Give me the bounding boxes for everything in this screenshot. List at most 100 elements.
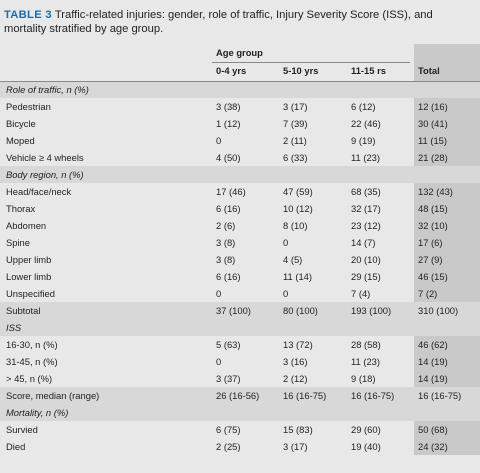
table-row: Unspecified 0 0 7 (4) 7 (2) bbox=[0, 285, 480, 302]
table-row: 31-45, n (%) 0 3 (16) 11 (23) 14 (19) bbox=[0, 353, 480, 370]
cell: 80 (100) bbox=[283, 305, 318, 316]
row-label: Spine bbox=[6, 237, 30, 248]
cell: 7 (39) bbox=[283, 118, 308, 129]
cell: 193 (100) bbox=[351, 305, 392, 316]
table-caption: TABLE 3 Traffic-related injuries: gender,… bbox=[4, 8, 474, 36]
row-label: Abdomen bbox=[6, 220, 47, 231]
row-label: Thorax bbox=[6, 203, 36, 214]
table-row: Upper limb 3 (8) 4 (5) 20 (10) 27 (9) bbox=[0, 251, 480, 268]
row-label: Died bbox=[6, 441, 26, 452]
table-title: Traffic-related injuries: gender, role o… bbox=[4, 9, 433, 35]
col-header-0-4: 0-4 yrs bbox=[216, 65, 247, 76]
col-header-5-10: 5-10 yrs bbox=[283, 65, 319, 76]
cell: 13 (72) bbox=[283, 339, 313, 350]
cell: 6 (16) bbox=[216, 271, 241, 282]
cell: 2 (25) bbox=[216, 441, 241, 452]
cell: 17 (6) bbox=[418, 237, 443, 248]
table-row: Thorax 6 (16) 10 (12) 32 (17) 48 (15) bbox=[0, 200, 480, 217]
cell: 0 bbox=[283, 288, 289, 299]
cell: 30 (41) bbox=[418, 118, 448, 129]
cell: 6 (75) bbox=[216, 424, 241, 435]
row-label: Lower limb bbox=[6, 271, 52, 282]
row-label: Subtotal bbox=[6, 305, 41, 316]
row-label: Unspecified bbox=[6, 288, 55, 299]
cell: 132 (43) bbox=[418, 186, 453, 197]
cell: 7 (4) bbox=[351, 288, 371, 299]
cell: 6 (33) bbox=[283, 152, 308, 163]
cell: 29 (15) bbox=[351, 271, 381, 282]
cell: 4 (5) bbox=[283, 254, 303, 265]
cell: 24 (32) bbox=[418, 441, 448, 452]
cell: 29 (60) bbox=[351, 424, 381, 435]
section-label: Role of traffic, n (%) bbox=[6, 84, 89, 95]
cell: 2 (12) bbox=[283, 373, 308, 384]
cell: 6 (16) bbox=[216, 203, 241, 214]
cell: 11 (14) bbox=[283, 271, 313, 282]
cell: 46 (15) bbox=[418, 271, 448, 282]
cell: 28 (58) bbox=[351, 339, 381, 350]
row-label: Survied bbox=[6, 424, 38, 435]
table-row: Subtotal 37 (100) 80 (100) 193 (100) 310 (10… bbox=[0, 302, 480, 319]
section-label: Body region, n (%) bbox=[6, 169, 84, 180]
cell: 16 (16-75) bbox=[351, 390, 395, 401]
cell: 2 (11) bbox=[283, 135, 307, 146]
row-label: 31-45, n (%) bbox=[6, 356, 58, 367]
cell: 16 (16-75) bbox=[283, 390, 327, 401]
age-group-rule bbox=[212, 62, 410, 63]
section-row: Role of traffic, n (%) bbox=[0, 81, 480, 98]
table-body: Role of traffic, n (%) Pedestrian 3 (38) 3 … bbox=[0, 81, 480, 455]
cell: 2 (6) bbox=[216, 220, 236, 231]
table-row: Died 2 (25) 3 (17) 19 (40) 24 (32) bbox=[0, 438, 480, 455]
table-row: Survied 6 (75) 15 (83) 29 (60) 50 (68) bbox=[0, 421, 480, 438]
cell: 21 (28) bbox=[418, 152, 448, 163]
cell: 22 (46) bbox=[351, 118, 381, 129]
cell: 3 (16) bbox=[283, 356, 308, 367]
cell: 0 bbox=[283, 237, 289, 248]
cell: 46 (62) bbox=[418, 339, 448, 350]
header-rule bbox=[0, 81, 480, 82]
cell: 16 (16-75) bbox=[418, 390, 462, 401]
row-label: Upper limb bbox=[6, 254, 52, 265]
cell: 27 (9) bbox=[418, 254, 443, 265]
cell: 3 (38) bbox=[216, 101, 241, 112]
row-label: Pedestrian bbox=[6, 101, 51, 112]
cell: 32 (17) bbox=[351, 203, 381, 214]
cell: 14 (19) bbox=[418, 373, 448, 384]
row-label: > 45, n (%) bbox=[6, 373, 53, 384]
cell: 19 (40) bbox=[351, 441, 381, 452]
cell: 20 (10) bbox=[351, 254, 381, 265]
table-row: Moped 0 2 (11) 9 (19) 11 (15) bbox=[0, 132, 480, 149]
cell: 9 (19) bbox=[351, 135, 376, 146]
cell: 3 (8) bbox=[216, 237, 236, 248]
cell: 15 (83) bbox=[283, 424, 313, 435]
table-row: Score, median (range) 26 (16-56) 16 (16-75… bbox=[0, 387, 480, 404]
cell: 1 (12) bbox=[216, 118, 241, 129]
cell: 14 (7) bbox=[351, 237, 376, 248]
cell: 14 (19) bbox=[418, 356, 448, 367]
cell: 68 (35) bbox=[351, 186, 381, 197]
cell: 0 bbox=[216, 135, 222, 146]
cell: 26 (16-56) bbox=[216, 390, 260, 401]
section-label: ISS bbox=[6, 322, 22, 333]
cell: 310 (100) bbox=[418, 305, 459, 316]
row-label: Score, median (range) bbox=[6, 390, 100, 401]
cell: 48 (15) bbox=[418, 203, 448, 214]
row-label: Moped bbox=[6, 135, 35, 146]
col-header-total: Total bbox=[418, 65, 440, 76]
cell: 4 (50) bbox=[216, 152, 241, 163]
cell: 3 (8) bbox=[216, 254, 236, 265]
cell: 17 (46) bbox=[216, 186, 246, 197]
cell: 23 (12) bbox=[351, 220, 381, 231]
section-row: Body region, n (%) bbox=[0, 166, 480, 183]
cell: 5 (63) bbox=[216, 339, 241, 350]
table-row: Abdomen 2 (6) 8 (10) 23 (12) 32 (10) bbox=[0, 217, 480, 234]
cell: 3 (17) bbox=[283, 101, 308, 112]
cell: 37 (100) bbox=[216, 305, 251, 316]
cell: 12 (16) bbox=[418, 101, 448, 112]
cell: 11 (15) bbox=[418, 135, 448, 146]
table-row: Spine 3 (8) 0 14 (7) 17 (6) bbox=[0, 234, 480, 251]
table-row: > 45, n (%) 3 (37) 2 (12) 9 (18) 14 (19) bbox=[0, 370, 480, 387]
cell: 32 (10) bbox=[418, 220, 448, 231]
cell: 10 (12) bbox=[283, 203, 313, 214]
table-row: Pedestrian 3 (38) 3 (17) 6 (12) 12 (16) bbox=[0, 98, 480, 115]
